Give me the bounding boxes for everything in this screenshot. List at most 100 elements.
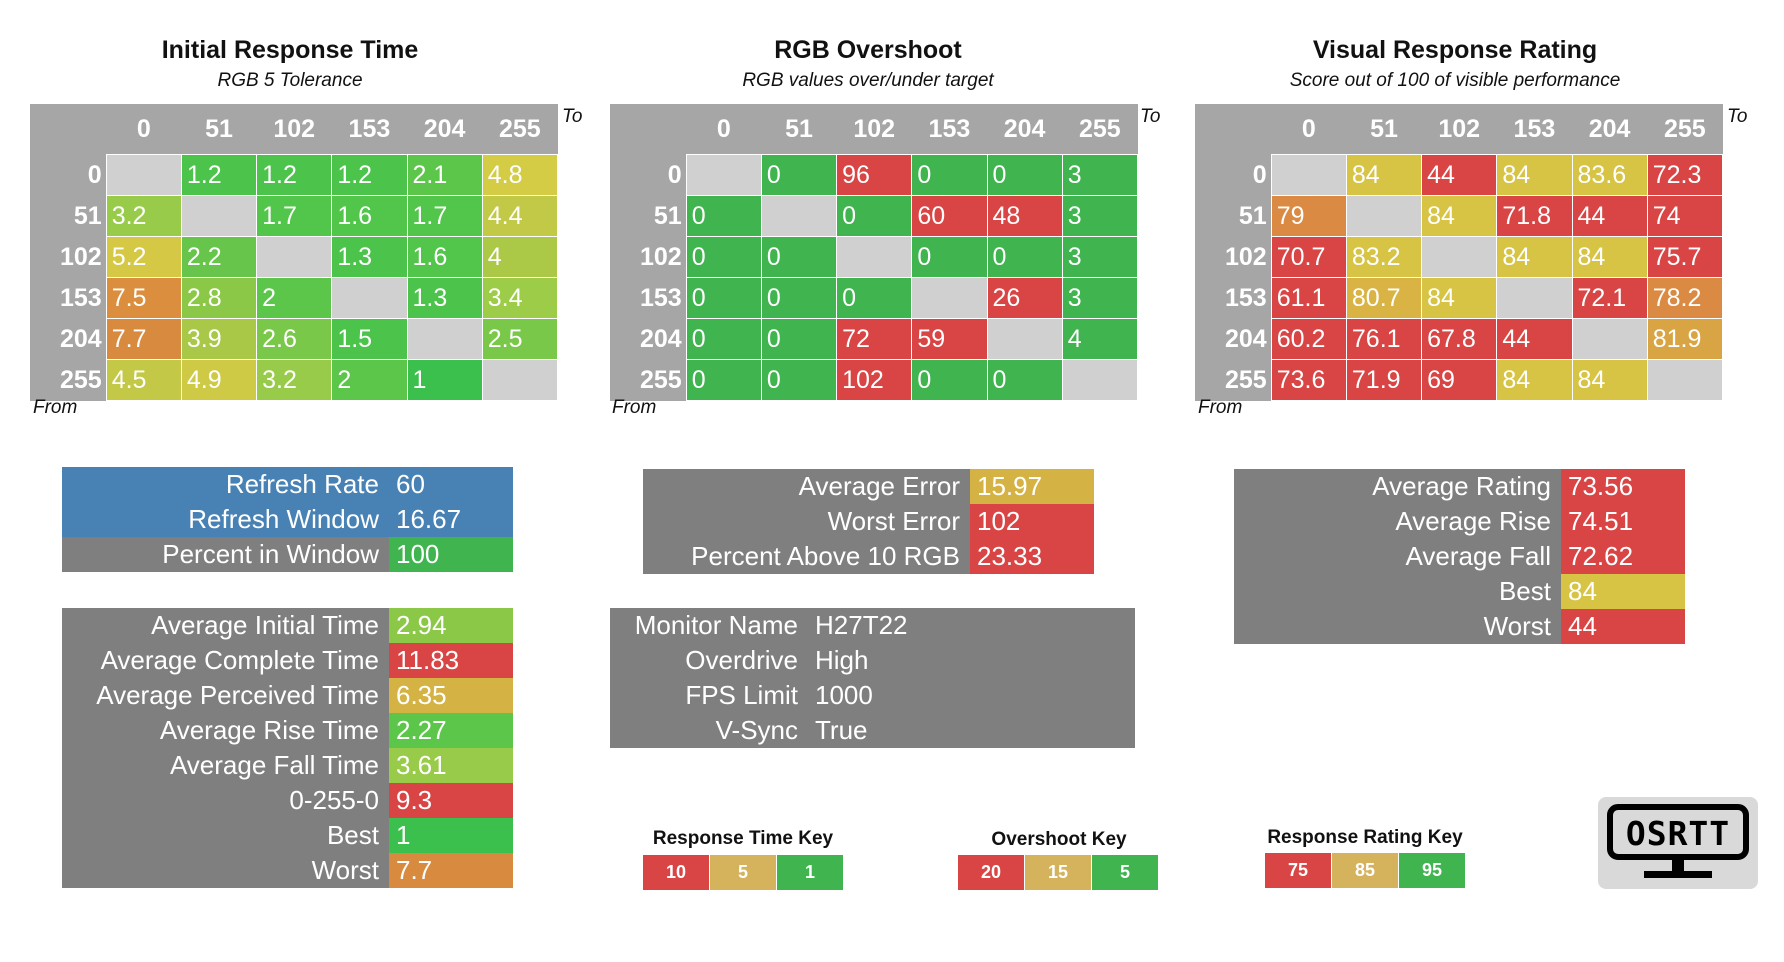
heatmap-cell: 71.8 (1496, 195, 1573, 237)
column-header: 204 (987, 104, 1063, 155)
key-cell: 85 (1332, 853, 1399, 888)
stat-row: Best 1 (62, 818, 513, 853)
response-time-key-title: Response Time Key (652, 828, 834, 849)
heatmap-cell: 7.5 (105, 277, 182, 319)
stat-row: Average Complete Time 11.83 (62, 643, 513, 678)
diagonal-cell (986, 318, 1063, 360)
column-header: 102 (836, 104, 912, 155)
diagonal-cell (331, 277, 408, 319)
overshoot-key: 20 15 5 (958, 855, 1159, 890)
heatmap-cell: 1.2 (331, 154, 408, 196)
stat-label: Best (62, 818, 389, 853)
table-row: 204 0 0 72 59 4 (610, 318, 1139, 360)
stat-row: FPS Limit 1000 (610, 678, 1135, 713)
diagonal-cell (105, 154, 182, 196)
stat-row: Average Rating 73.56 (1234, 469, 1685, 504)
stat-value: 11.83 (389, 643, 513, 678)
response-time-stats-box: Average Initial Time 2.94 Average Complete… (62, 608, 513, 888)
stat-label: 0-255-0 (62, 783, 389, 818)
diagonal-cell (1270, 154, 1347, 196)
column-header: 204 (407, 104, 483, 155)
heatmap-cell: 44 (1571, 195, 1648, 237)
stat-value: 15.97 (970, 469, 1094, 504)
row-header: 0 (610, 154, 687, 196)
response-time-key: 10 5 1 (643, 855, 844, 890)
stat-label: Percent in Window (62, 537, 389, 572)
response-rating-key-title: Response Rating Key (1267, 827, 1463, 848)
stat-label: Percent Above 10 RGB (643, 539, 970, 574)
table-row: 51 0 0 60 48 3 (610, 195, 1139, 237)
row-header: 204 (30, 318, 107, 360)
heatmap-cell: 0 (911, 154, 988, 196)
heatmap-cell: 84 (1345, 154, 1423, 196)
diagonal-cell (685, 154, 762, 196)
heatmap-cell: 72.3 (1646, 154, 1724, 196)
heatmap-cell: 2.2 (180, 236, 258, 278)
diagonal-cell (836, 236, 913, 278)
heatmap-cell: 83.6 (1571, 154, 1648, 196)
stat-value: 1 (389, 818, 513, 853)
row-header: 51 (610, 195, 687, 237)
heatmap-cell: 4 (481, 236, 559, 278)
column-header: 153 (1496, 104, 1573, 155)
stat-value: 60 (389, 467, 513, 502)
heatmap-cell: 80.7 (1345, 277, 1423, 319)
table-corner (30, 104, 107, 155)
row-header: 102 (610, 236, 687, 278)
stat-row: Percent Above 10 RGB 23.33 (643, 539, 1094, 574)
heatmap-cell: 2.6 (256, 318, 333, 360)
heatmap-cell: 0 (760, 318, 838, 360)
heatmap-cell: 2.1 (406, 154, 483, 196)
stat-label: Average Error (643, 469, 970, 504)
heatmap-cell: 74 (1646, 195, 1724, 237)
key-cell: 5 (710, 855, 777, 890)
stat-label: Average Rating (1234, 469, 1561, 504)
column-header: 51 (761, 104, 837, 155)
stat-label: Average Complete Time (62, 643, 389, 678)
initial-response-title: Initial Response Time (161, 36, 419, 64)
heatmap-cell: 3.2 (256, 359, 333, 401)
heatmap-cell: 0 (911, 359, 988, 401)
key-cell: 5 (1092, 855, 1159, 890)
heatmap-cell: 0 (986, 236, 1063, 278)
stat-row: Average Rise 74.51 (1234, 504, 1685, 539)
stat-label: FPS Limit (610, 678, 808, 713)
heatmap-cell: 0 (760, 236, 838, 278)
heatmap-cell: 0 (760, 154, 838, 196)
heatmap-cell: 79 (1270, 195, 1347, 237)
stat-row: V-Sync True (610, 713, 1135, 748)
heatmap-cell: 73.6 (1270, 359, 1347, 401)
column-header: 51 (1346, 104, 1422, 155)
diagonal-cell (256, 236, 333, 278)
stat-label: Overdrive (610, 643, 808, 678)
stat-value: 73.56 (1561, 469, 1685, 504)
stat-row: Worst 7.7 (62, 853, 513, 888)
initial-heatmap-table: 0 51 102 153 204 255 0 1.2 1.2 1.2 2.1 4.8 51 3.2 1.7 1… (30, 104, 559, 401)
visual-rating-subtitle: Score out of 100 of visible performance (1289, 70, 1621, 91)
heatmap-cell: 3.4 (481, 277, 559, 319)
heatmap-cell: 84 (1571, 359, 1648, 401)
visual-to-label: To (1727, 106, 1748, 127)
heatmap-cell: 0 (986, 154, 1063, 196)
diagonal-cell (1345, 195, 1423, 237)
table-row: 255 4.5 4.9 3.2 2 1 (30, 359, 559, 401)
overshoot-key-title: Overshoot Key (991, 829, 1127, 850)
overshoot-from-label: From (612, 397, 657, 418)
stat-row: Percent in Window 100 (62, 537, 513, 572)
row-header: 102 (30, 236, 107, 278)
diagonal-cell (760, 195, 838, 237)
heatmap-cell: 44 (1496, 318, 1573, 360)
heatmap-cell: 1.5 (331, 318, 408, 360)
stat-value: 44 (1561, 609, 1685, 644)
heatmap-cell: 3 (1061, 154, 1139, 196)
row-header: 204 (1195, 318, 1272, 360)
stat-value: 16.67 (389, 502, 513, 537)
table-row: 153 7.5 2.8 2 1.3 3.4 (30, 277, 559, 319)
heatmap-cell: 81.9 (1646, 318, 1724, 360)
stat-label: Refresh Window (62, 502, 389, 537)
heatmap-cell: 2.8 (180, 277, 258, 319)
stat-row: Refresh Rate 60 (62, 467, 513, 502)
heatmap-cell: 3 (1061, 277, 1139, 319)
column-header: 255 (482, 104, 558, 155)
heatmap-cell: 67.8 (1421, 318, 1498, 360)
